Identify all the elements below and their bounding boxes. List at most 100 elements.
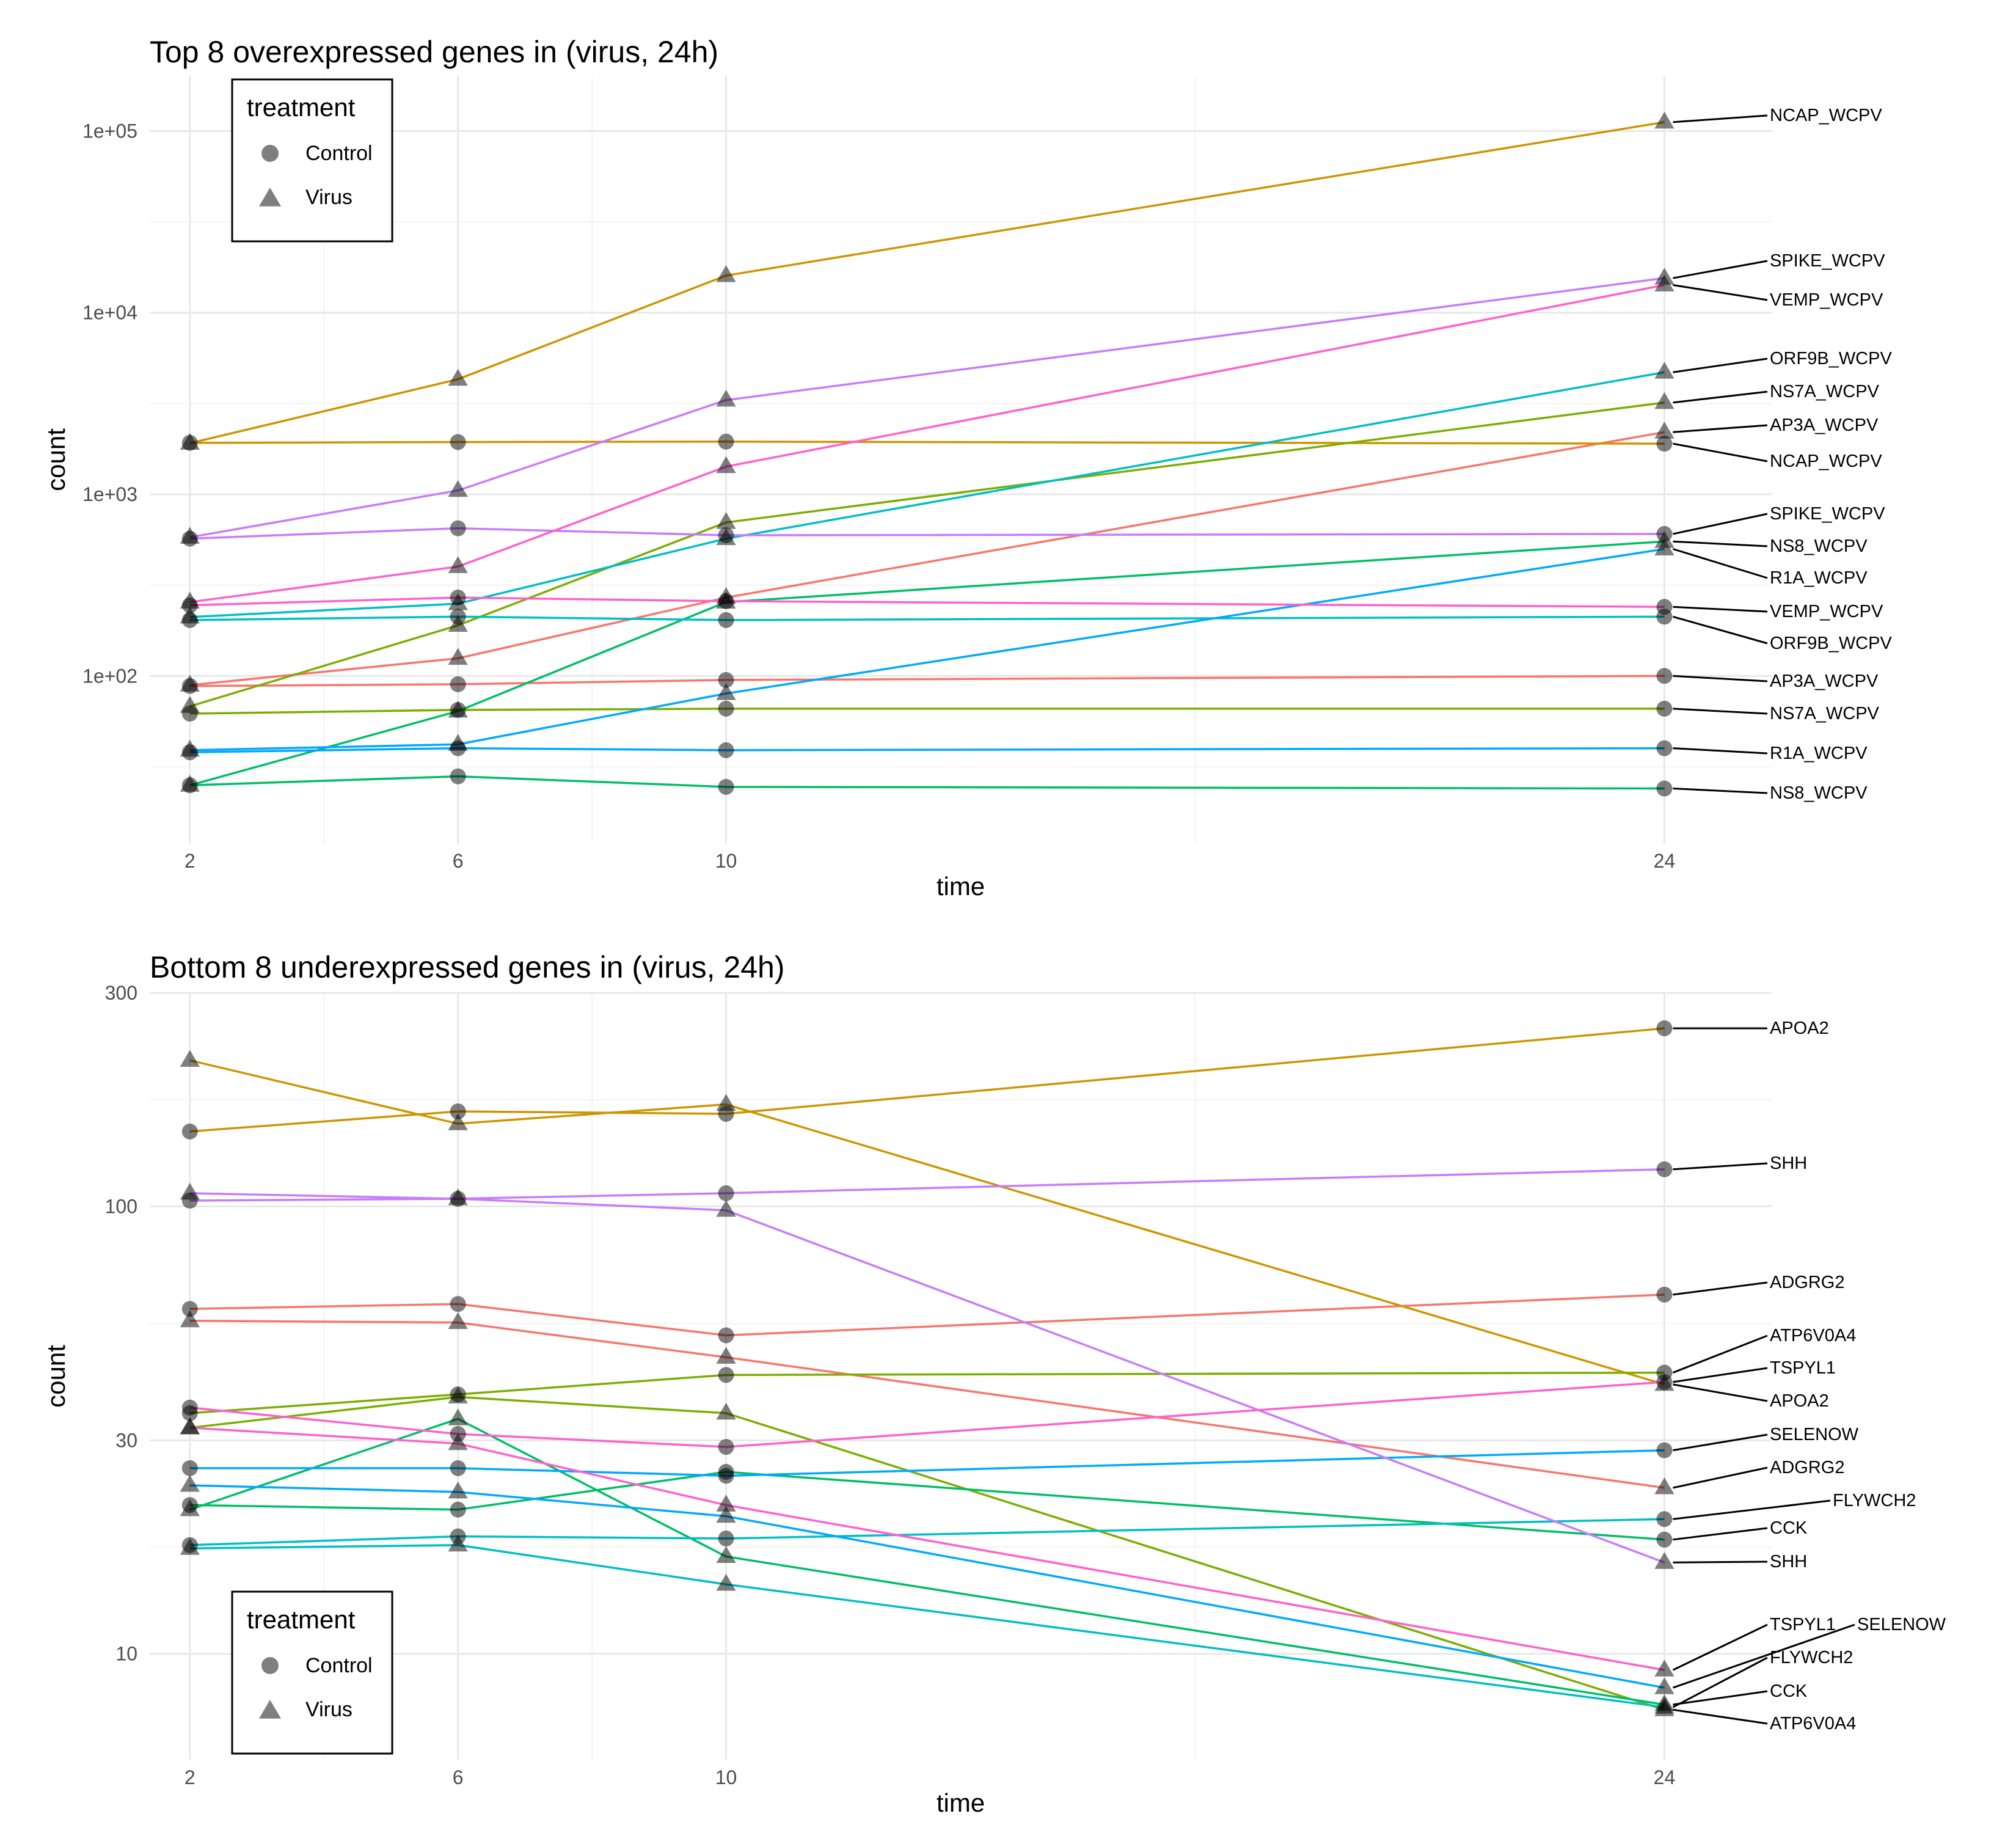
point-virus-SHH xyxy=(1654,1552,1675,1569)
series-line-CCK-control xyxy=(189,1471,1665,1541)
chart-title: Bottom 8 underexpressed genes in (virus,… xyxy=(150,950,784,984)
point-virus-ORF9B_WCPV xyxy=(1654,362,1675,379)
gene-label: NCAP_WCPV xyxy=(1770,106,1882,125)
point-control-NS7A_WCPV xyxy=(718,700,734,717)
point-control-TSPYL1 xyxy=(181,1399,198,1416)
point-control-R1A_WCPV xyxy=(1656,740,1673,756)
y-tick-label: 300 xyxy=(105,982,137,1004)
point-control-ADGRG2 xyxy=(181,1301,198,1317)
label-leader-line xyxy=(1673,357,1768,373)
point-control-FLYWCH2 xyxy=(718,1531,734,1547)
point-control-ORF9B_WCPV xyxy=(450,609,466,625)
y-axis-title: count xyxy=(42,1345,70,1408)
series-line-ADGRG2-virus xyxy=(189,1319,1665,1489)
point-control-SELENOW xyxy=(181,1460,198,1476)
point-virus-VEMP_WCPV xyxy=(716,456,736,474)
gene-label: APOA2 xyxy=(1770,1391,1829,1411)
point-control-NS8_WCPV xyxy=(450,768,466,785)
point-control-ADGRG2 xyxy=(1656,1286,1673,1303)
y-tick-label: 30 xyxy=(115,1429,137,1451)
point-control-ATP6V0A4 xyxy=(718,1367,734,1383)
series-line-FLYWCH2-virus xyxy=(189,1544,1665,1708)
gene-label: VEMP_WCPV xyxy=(1770,290,1883,310)
series-line-ORF9B_WCPV-virus xyxy=(189,371,1665,618)
gene-label: ORF9B_WCPV xyxy=(1770,634,1892,653)
point-control-NS8_WCPV xyxy=(1656,780,1673,797)
legend-key-triangle xyxy=(258,1700,282,1719)
point-virus-SELENOW xyxy=(716,1506,736,1523)
point-control-SHH xyxy=(1656,1161,1673,1177)
point-virus-FLYWCH2 xyxy=(716,1573,736,1591)
series-line-R1A_WCPV-virus xyxy=(189,547,1665,752)
point-virus-CCK xyxy=(716,1546,736,1564)
point-control-NCAP_WCPV xyxy=(450,434,466,450)
chart-title: Top 8 overexpressed genes in (virus, 24h… xyxy=(150,35,718,69)
point-virus-AP3A_WCPV xyxy=(448,648,468,665)
series-line-SELENOW-control xyxy=(189,1449,1665,1477)
legend-label: Control xyxy=(305,142,373,165)
series-line-VEMP_WCPV-control xyxy=(189,596,1665,609)
gene-label: ATP6V0A4 xyxy=(1770,1714,1856,1733)
point-control-ADGRG2 xyxy=(718,1327,734,1344)
point-virus-ATP6V0A4 xyxy=(448,1386,468,1403)
point-virus-SELENOW xyxy=(448,1481,468,1499)
label-leader-line xyxy=(1673,1690,1768,1706)
point-virus-FLYWCH2 xyxy=(180,1538,200,1555)
series-line-NCAP_WCPV-virus xyxy=(189,121,1665,445)
series-line-TSPYL1-control xyxy=(189,1381,1665,1448)
legend: treatment Control Virus xyxy=(231,78,393,243)
point-virus-R1A_WCPV xyxy=(180,739,200,757)
point-control-AP3A_WCPV xyxy=(718,671,734,688)
x-axis-title: time xyxy=(937,1788,985,1817)
point-virus-ATP6V0A4 xyxy=(716,1402,736,1420)
series-line-ATP6V0A4-virus xyxy=(189,1396,1665,1711)
label-leader-line xyxy=(1673,540,1768,547)
point-virus-NS7A_WCPV xyxy=(716,512,736,529)
label-leader-line xyxy=(1673,606,1768,613)
point-control-ORF9B_WCPV xyxy=(718,612,734,628)
series-line-SPIKE_WCPV-virus xyxy=(189,277,1665,539)
label-leader-line xyxy=(1673,1383,1768,1402)
point-virus-VEMP_WCPV xyxy=(448,556,468,573)
gene-label: ADGRG2 xyxy=(1770,1273,1844,1292)
chart-panel-2: 10 30 100 300 2 6 10 24 Bottom 8 underexpressed … xyxy=(42,950,1946,1817)
point-virus-AP3A_WCPV xyxy=(1654,422,1675,439)
legend-key-triangle xyxy=(258,188,282,207)
point-virus-ADGRG2 xyxy=(716,1347,736,1364)
label-leader-line xyxy=(1673,1281,1768,1296)
label-leader-line xyxy=(1673,1162,1768,1171)
legend-title: treatment xyxy=(247,93,356,122)
series-line-NS7A_WCPV-virus xyxy=(189,401,1665,708)
label-leader-line xyxy=(1673,1433,1768,1452)
point-virus-NCAP_WCPV xyxy=(716,265,736,282)
point-control-NCAP_WCPV xyxy=(1656,436,1673,452)
point-virus-CCK xyxy=(180,1499,200,1517)
point-virus-NCAP_WCPV xyxy=(180,433,200,450)
label-leader-line xyxy=(1673,1367,1768,1383)
point-virus-NCAP_WCPV xyxy=(1654,111,1675,129)
point-control-SHH xyxy=(718,1185,734,1201)
series-line-NCAP_WCPV-control xyxy=(189,441,1665,445)
gene-label: CCK xyxy=(1770,1681,1808,1701)
label-leader-line xyxy=(1673,1708,1768,1725)
point-control-NS8_WCPV xyxy=(718,778,734,795)
point-control-APOA2 xyxy=(181,1123,198,1140)
gene-label: FLYWCH2 xyxy=(1833,1491,1916,1510)
point-virus-APOA2 xyxy=(716,1094,736,1111)
point-virus-NS8_WCPV xyxy=(448,700,468,718)
x-tick-label: 24 xyxy=(1654,1766,1676,1788)
point-virus-APOA2 xyxy=(448,1113,468,1130)
x-tick-label: 2 xyxy=(184,1766,195,1788)
point-virus-AP3A_WCPV xyxy=(180,675,200,692)
legend-box xyxy=(231,78,393,243)
point-virus-R1A_WCPV xyxy=(448,734,468,751)
series-line-SHH-virus xyxy=(189,1192,1665,1564)
y-tick-label: 10 xyxy=(115,1643,137,1665)
gene-label: ORF9B_WCPV xyxy=(1770,349,1892,368)
label-leader-line xyxy=(1673,615,1768,645)
gene-label: R1A_WCPV xyxy=(1770,568,1868,588)
legend-label: Virus xyxy=(305,1698,352,1721)
point-control-SPIKE_WCPV xyxy=(450,520,466,536)
legend-key-circle xyxy=(261,1657,279,1674)
